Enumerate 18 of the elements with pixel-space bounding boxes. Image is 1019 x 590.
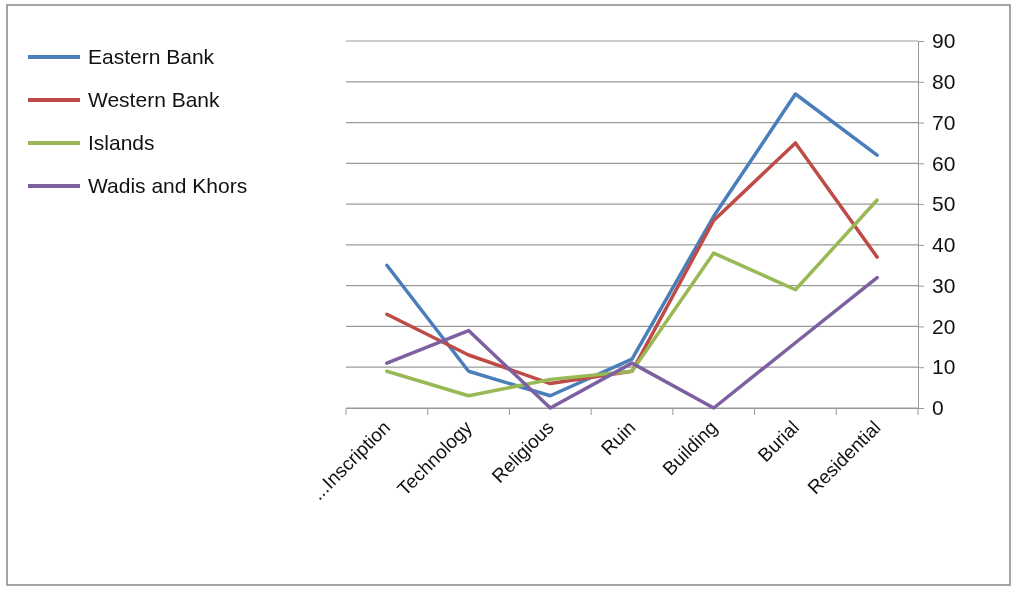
y-tick-label: 0 (932, 396, 944, 420)
y-tick-label: 20 (932, 314, 956, 338)
line-series (385, 198, 879, 398)
y-tick-label: 30 (932, 273, 956, 297)
y-tick-label: 70 (932, 110, 956, 134)
legend-label: Eastern Bank (88, 45, 215, 68)
line-series (385, 92, 879, 398)
legend-label: Wadis and Khors (88, 174, 248, 197)
y-tick-label: 10 (932, 355, 956, 379)
line-series (385, 275, 879, 410)
y-tick-label: 90 (932, 29, 956, 53)
y-tick-label: 40 (932, 233, 956, 257)
x-tick-label: Ruin (597, 416, 640, 460)
y-tick-label: 60 (932, 151, 956, 175)
legend-label: Western Bank (88, 88, 221, 111)
y-tick-label: 50 (932, 192, 956, 216)
y-tick-label: 80 (932, 70, 956, 93)
legend-label: Islands (88, 131, 155, 154)
